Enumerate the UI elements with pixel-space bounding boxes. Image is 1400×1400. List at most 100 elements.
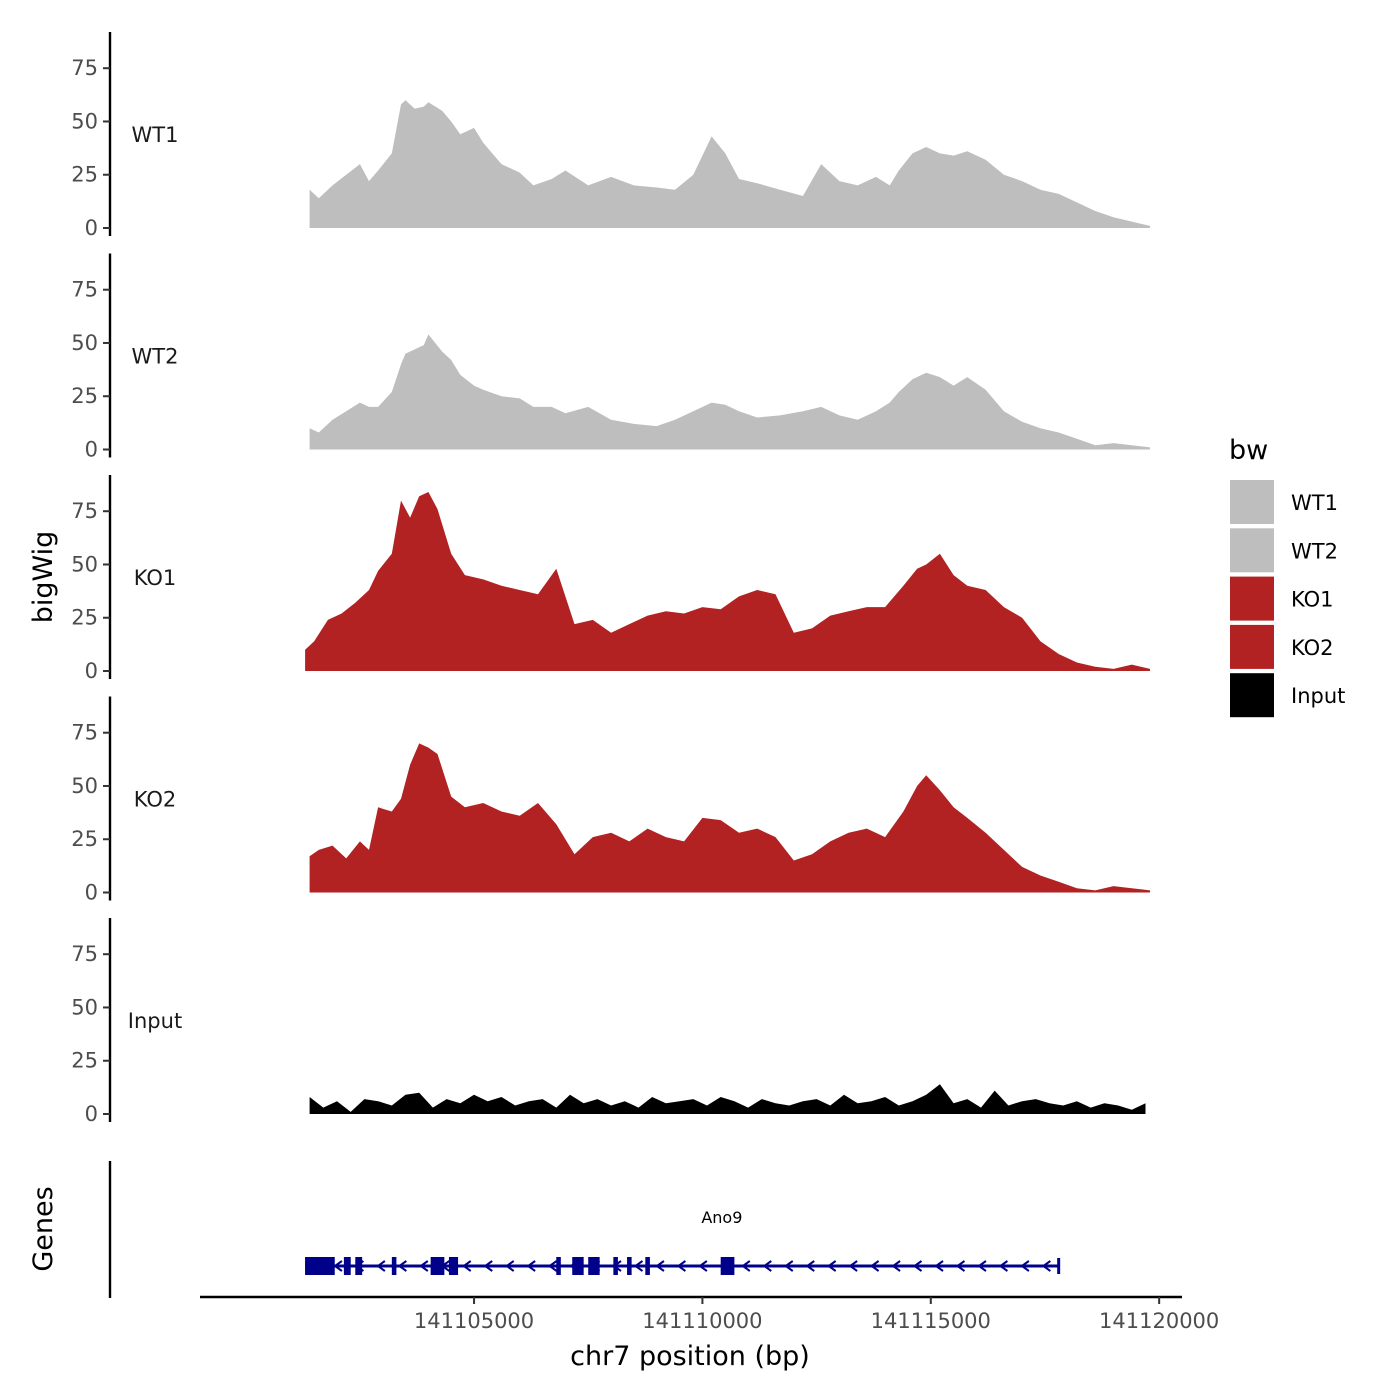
legend-swatch-wt2 (1230, 528, 1274, 573)
y-tick-label: 75 (71, 278, 98, 302)
genes-axis-title: Genes (28, 1186, 59, 1271)
legend-label-wt1: WT1 (1291, 491, 1338, 515)
legend: bw WT1 WT2 KO1 KO2 Input (1229, 435, 1345, 718)
y-tick-label: 0 (85, 881, 98, 905)
strand-arrow (934, 1260, 944, 1272)
gene-exon (627, 1257, 632, 1275)
strand-arrow (633, 1260, 644, 1272)
strand-arrow (891, 1260, 901, 1272)
gene-exon (448, 1257, 459, 1275)
coverage-area-ko1 (305, 492, 1151, 671)
y-tick-label: 50 (71, 109, 98, 133)
legend-label-ko1: KO1 (1291, 588, 1334, 612)
x-tick-label: 141115000 (871, 1309, 991, 1333)
y-tick-label: 0 (85, 659, 98, 683)
track-panel-ko2: 0 25 50 75 KO2 (71, 696, 1151, 905)
gene-name-label: Ano9 (701, 1208, 742, 1227)
y-tick-label: 0 (85, 1102, 98, 1126)
legend-swatch-ko1 (1230, 576, 1274, 621)
track-panel-ko1: 0 25 50 75 KO1 (71, 475, 1151, 683)
x-tick-label: 141120000 (1099, 1309, 1219, 1333)
gene-exon (391, 1257, 397, 1275)
strand-arrow (762, 1260, 772, 1272)
y-tick-label: 75 (71, 721, 98, 745)
strand-arrow (955, 1260, 966, 1272)
strand-arrow (1041, 1260, 1051, 1272)
y-tick-label: 75 (71, 56, 98, 80)
y-tick-label: 25 (71, 384, 98, 408)
strand-arrow (826, 1260, 837, 1272)
legend-swatch-input (1230, 673, 1274, 718)
track-panel-wt1: 0 25 50 75 WT1 (71, 32, 1151, 240)
strand-arrow (698, 1260, 708, 1272)
gene-exon (556, 1257, 561, 1275)
x-tick-label: 141110000 (642, 1309, 762, 1333)
y-tick-label: 50 (71, 995, 98, 1019)
y-tick-label: 50 (71, 552, 98, 576)
legend-title: bw (1229, 435, 1268, 466)
y-tick-label: 50 (71, 331, 98, 355)
strand-arrow (483, 1260, 493, 1272)
coverage-area-wt2 (309, 334, 1151, 450)
x-axis: 141105000 141110000 141115000 141120000 (200, 1295, 1219, 1333)
strand-arrow (333, 1260, 343, 1272)
legend-label-wt2: WT2 (1291, 539, 1338, 563)
gene-exon (572, 1257, 584, 1275)
gene-exon (645, 1257, 650, 1275)
y-tick-label: 0 (85, 216, 98, 240)
strand-arrow (655, 1260, 665, 1272)
y-tick-label: 75 (71, 942, 98, 966)
strand-arrow (462, 1260, 472, 1272)
genes-panel: Ano9 (108, 1161, 1061, 1298)
strand-arrow (805, 1260, 815, 1272)
x-axis-title: chr7 position (bp) (570, 1341, 810, 1372)
gene-exon (355, 1257, 363, 1275)
strand-arrow (397, 1260, 407, 1272)
y-tick-label: 25 (71, 163, 98, 187)
strand-arrow (526, 1260, 536, 1272)
gene-exon (430, 1257, 445, 1275)
track-panel-input: 0 25 50 75 Input (71, 918, 1146, 1126)
strand-arrow (998, 1260, 1008, 1272)
gene-exon (588, 1257, 600, 1275)
coverage-area-wt1 (309, 100, 1151, 228)
y-tick-label: 50 (71, 774, 98, 798)
y-tick-label: 25 (71, 606, 98, 630)
strand-arrow (784, 1260, 794, 1272)
y-axis-title: bigWig (28, 531, 59, 624)
x-tick-label: 141105000 (414, 1309, 534, 1333)
legend-label-ko2: KO2 (1291, 636, 1334, 660)
strand-arrow (419, 1260, 429, 1272)
legend-label-input: Input (1291, 684, 1345, 708)
strand-arrow (1020, 1260, 1030, 1272)
track-label: KO1 (134, 566, 177, 590)
y-tick-label: 0 (85, 438, 98, 462)
y-tick-label: 25 (71, 1049, 98, 1073)
strand-arrow (741, 1260, 751, 1272)
track-label: WT2 (132, 345, 179, 369)
legend-swatch-ko2 (1230, 624, 1274, 669)
strand-arrow (547, 1260, 558, 1272)
y-tick-label: 25 (71, 827, 98, 851)
coverage-area-input (309, 1084, 1146, 1114)
strand-arrow (869, 1260, 880, 1272)
track-label: WT1 (132, 123, 179, 147)
strand-arrow (676, 1260, 686, 1272)
gene-exon (613, 1257, 618, 1275)
strand-arrow (912, 1260, 923, 1272)
strand-arrow (504, 1260, 515, 1272)
strand-arrow (977, 1260, 987, 1272)
track-label: KO2 (134, 788, 177, 812)
gene-exon (720, 1257, 735, 1275)
coverage-area-ko2 (309, 743, 1151, 893)
strand-arrow (848, 1260, 858, 1272)
track-label: Input (128, 1009, 182, 1033)
gene-exon (305, 1257, 335, 1275)
gene-exon (343, 1257, 351, 1275)
legend-swatch-wt1 (1230, 480, 1274, 524)
track-panel-wt2: 0 25 50 75 WT2 (71, 253, 1151, 462)
track-panels: 0 25 50 75 WT1 0 25 50 75 WT2 0 25 50 75 KO1 0 25 50 75 KO2… (71, 32, 1151, 1126)
strand-arrow (376, 1260, 386, 1272)
y-tick-label: 75 (71, 499, 98, 523)
